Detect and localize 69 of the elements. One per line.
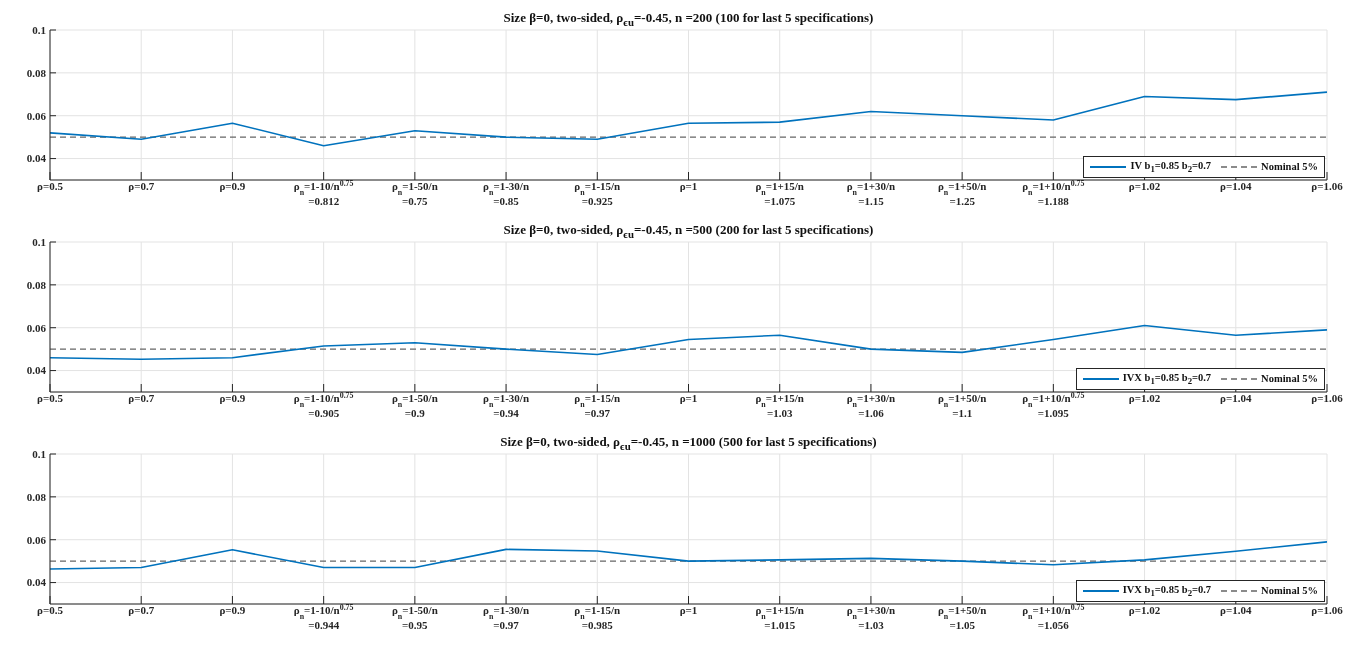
x-tick-label: ρ=1.06 — [1311, 604, 1344, 616]
x-tick-label: ρ$_{n}$=1-15/n =0.925 — [574, 180, 621, 207]
x-tick-label: ρ$_{n}$=1+15/n =1.03 — [755, 392, 804, 419]
legend-label: IVX b$_{1}$=0.85 b$_{2}$=0.7 — [1122, 371, 1212, 386]
x-tick-label: ρ$_{n}$=1+15/n =1.075 — [755, 180, 804, 207]
y-tick-label: 0.06 — [26, 533, 47, 546]
x-tick-label: ρ=1.06 — [1311, 180, 1344, 192]
x-tick-label: ρ$_{n}$=1-30/n =0.85 — [483, 180, 530, 207]
x-tick-label: ρ=1 — [679, 180, 698, 192]
x-tick-label: ρ$_{n}$=1-30/n =0.94 — [483, 392, 530, 419]
legend-label: Nominal 5% — [1261, 161, 1318, 173]
x-tick-label: ρ=1.04 — [1220, 180, 1252, 192]
x-tick-label: ρ$_{n}$=1+30/n =1.15 — [846, 180, 896, 207]
y-tick-label: 0.04 — [26, 364, 47, 377]
x-tick-label: ρ$_{n}$=1-10/n$^{0.75}$ =0.944 — [293, 602, 354, 631]
x-tick-label: ρ$_{n}$=1+15/n =1.015 — [755, 604, 804, 631]
legend-label: Nominal 5% — [1261, 585, 1318, 597]
x-tick-label: ρ$_{n}$=1+10/n$^{0.75}$ =1.095 — [1022, 390, 1085, 419]
x-tick-label: ρ=1 — [679, 392, 698, 404]
legend-label: IV b$_{1}$=0.85 b$_{2}$=0.7 — [1130, 159, 1212, 174]
x-tick-label: ρ$_{n}$=1-50/n =0.9 — [391, 392, 438, 419]
x-tick-label: ρ=1.02 — [1128, 180, 1161, 192]
x-tick-label: ρ$_{n}$=1-15/n =0.97 — [574, 392, 621, 419]
x-tick-label: ρ=0.9 — [219, 604, 246, 616]
y-tick-label: 0.08 — [26, 66, 47, 79]
x-tick-label: ρ=0.5 — [37, 180, 64, 192]
x-tick-label: ρ$_{n}$=1+50/n =1.25 — [937, 180, 987, 207]
chart-title: Size β=0, two-sided, ρ$_{ϵu}$=-0.45, n =500 (200 for last 5 specifications) — [502, 222, 875, 240]
y-tick-label: 0.04 — [26, 152, 47, 165]
chart-title: Size β=0, two-sided, ρ$_{ϵu}$=-0.45, n =1000 (500 for last 5 specifications) — [499, 434, 878, 452]
x-tick-label: ρ=0.9 — [219, 180, 246, 192]
x-tick-label: ρ$_{n}$=1-15/n =0.985 — [574, 604, 621, 631]
y-tick-label: 0.08 — [26, 278, 47, 291]
x-tick-label: ρ$_{n}$=1-50/n =0.75 — [391, 180, 438, 207]
x-tick-label: ρ$_{n}$=1+50/n =1.05 — [937, 604, 987, 631]
x-tick-label: ρ=1 — [679, 604, 698, 616]
x-tick-label: ρ=1.02 — [1128, 604, 1161, 616]
x-tick-label: ρ$_{n}$=1-10/n$^{0.75}$ =0.905 — [293, 390, 354, 419]
y-tick-label: 0.06 — [26, 321, 47, 334]
x-tick-label: ρ=0.7 — [128, 180, 155, 192]
y-tick-label: 0.1 — [32, 235, 46, 248]
y-tick-label: 0.04 — [26, 576, 47, 589]
x-tick-label: ρ=1.04 — [1220, 392, 1252, 404]
x-tick-label: ρ$_{n}$=1+30/n =1.06 — [846, 392, 896, 419]
x-tick-label: ρ=0.7 — [128, 604, 155, 616]
x-tick-label: ρ=0.5 — [37, 392, 64, 404]
x-tick-label: ρ=0.9 — [219, 392, 246, 404]
x-tick-label: ρ$_{n}$=1-10/n$^{0.75}$ =0.812 — [293, 178, 354, 207]
x-tick-label: ρ$_{n}$=1+30/n =1.03 — [846, 604, 896, 631]
x-tick-label: ρ$_{n}$=1+10/n$^{0.75}$ =1.188 — [1022, 178, 1085, 207]
x-tick-label: ρ=1.06 — [1311, 392, 1344, 404]
y-tick-label: 0.06 — [26, 109, 47, 122]
x-tick-label: ρ$_{n}$=1+50/n =1.1 — [937, 392, 987, 419]
y-tick-label: 0.08 — [26, 490, 47, 503]
x-tick-label: ρ=0.7 — [128, 392, 155, 404]
line-series — [50, 91, 1327, 147]
legend-label: IVX b$_{1}$=0.85 b$_{2}$=0.7 — [1122, 583, 1212, 598]
legend-label: Nominal 5% — [1261, 373, 1318, 385]
x-tick-label: ρ=1.04 — [1220, 604, 1252, 616]
chart-title: Size β=0, two-sided, ρ$_{ϵu}$=-0.45, n =200 (100 for last 5 specifications) — [502, 10, 875, 28]
x-tick-label: ρ$_{n}$=1-50/n =0.95 — [391, 604, 438, 631]
x-tick-label: ρ=1.02 — [1128, 392, 1161, 404]
y-tick-label: 0.1 — [32, 23, 46, 36]
x-tick-label: ρ$_{n}$=1-30/n =0.97 — [483, 604, 530, 631]
x-tick-label: ρ$_{n}$=1+10/n$^{0.75}$ =1.056 — [1022, 602, 1085, 631]
line-series — [50, 541, 1327, 570]
y-tick-label: 0.1 — [32, 447, 46, 460]
line-series — [50, 324, 1327, 361]
x-tick-label: ρ=0.5 — [37, 604, 64, 616]
